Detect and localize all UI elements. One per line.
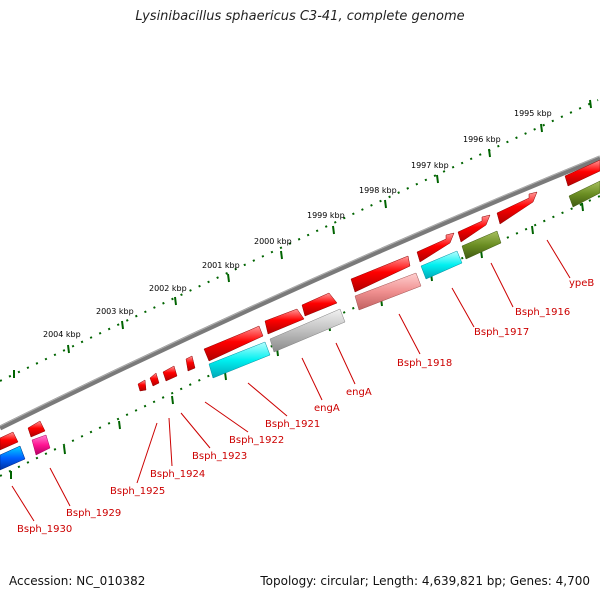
gene-arrow: [457, 214, 491, 243]
gene-label: Bsph_1930: [17, 524, 72, 535]
colored-genes: [0, 180, 600, 471]
gene-label-engA: engA: [314, 403, 340, 414]
gene-arrow: [0, 431, 19, 451]
gene-label: Bsph_1918: [397, 358, 452, 369]
gene-arrow: [564, 159, 600, 187]
gene-labels: ypeB Bsph_1916 Bsph_1917 Bsph_1918 engA …: [17, 278, 594, 535]
gene-arrow: [27, 420, 46, 438]
gene-label-ypeB: ypeB: [569, 278, 594, 289]
kbp-label: 1999 kbp: [307, 211, 345, 220]
kbp-label: 2001 kbp: [202, 261, 240, 270]
gene-label: Bsph_1925: [110, 486, 165, 497]
kbp-label: 1996 kbp: [463, 135, 501, 144]
gene-arrow: [137, 379, 147, 392]
map-title: Lysinibacillus sphaericus C3-41, complet…: [135, 9, 465, 24]
gene-label: Bsph_1917: [474, 327, 529, 338]
outer-major-ticks: [13, 99, 592, 378]
gene-box-pink: [354, 272, 422, 311]
gene-arrow: [496, 191, 538, 225]
kbp-label: 2000 kbp: [254, 237, 292, 246]
gene-label: Bsph_1916: [515, 307, 570, 318]
kbp-label: 2002 kbp: [149, 284, 187, 293]
kbp-label: 1998 kbp: [359, 186, 397, 195]
gene-arrow: [149, 372, 160, 387]
gene-label: Bsph_1923: [192, 451, 247, 462]
gene-arrow: [264, 308, 305, 335]
gene-arrow: [416, 232, 455, 263]
gene-box-cyan: [208, 341, 271, 379]
gene-label: Bsph_1924: [150, 469, 205, 480]
gene-box-olive: [568, 180, 600, 208]
genome-backbone: [0, 155, 600, 431]
kbp-label: 2004 kbp: [43, 330, 81, 339]
gene-arrow: [203, 325, 264, 362]
gene-label: Bsph_1929: [66, 508, 121, 519]
topology-text: Topology: circular; Length: 4,639,821 bp…: [260, 574, 590, 588]
gene-box-olive: [461, 230, 502, 260]
gene-arrow: [350, 255, 411, 293]
label-leaders: [11, 239, 571, 522]
gene-arrow: [301, 292, 338, 317]
gene-arrow: [162, 365, 178, 382]
gene-box-magenta: [31, 434, 51, 456]
kbp-label: 2003 kbp: [96, 307, 134, 316]
gene-box-blue: [0, 445, 26, 471]
accession-text: Accession: NC_010382: [9, 574, 146, 588]
gene-box-cyan: [420, 250, 463, 280]
kbp-labels: 1995 kbp 1996 kbp 1997 kbp 1998 kbp 1999…: [43, 109, 552, 339]
kbp-label: 1995 kbp: [514, 109, 552, 118]
gene-arrow: [185, 355, 196, 372]
kbp-label: 1997 kbp: [411, 161, 449, 170]
gene-label: Bsph_1922: [229, 435, 284, 446]
gene-box-gray: [269, 308, 346, 353]
gene-label-engA: engA: [346, 387, 372, 398]
gene-label: Bsph_1921: [265, 419, 320, 430]
forward-genes: [0, 159, 600, 451]
